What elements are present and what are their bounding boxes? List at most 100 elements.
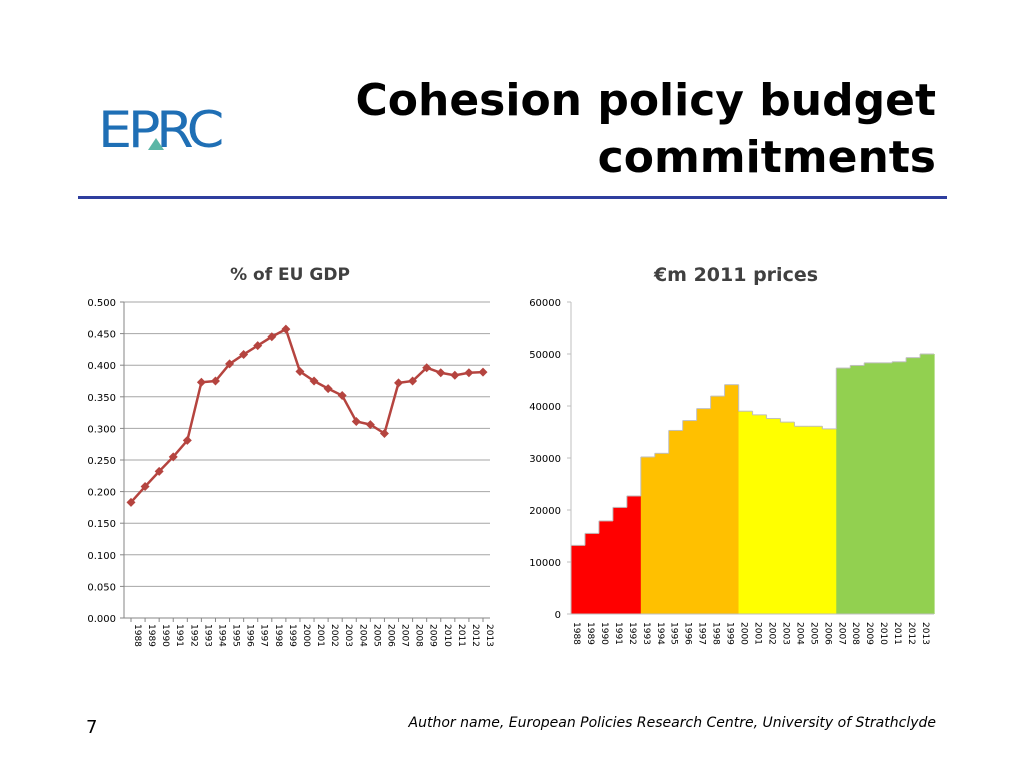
bar: [906, 357, 921, 614]
x-tick-label: 2004: [357, 624, 367, 647]
x-tick-label: 2009: [864, 622, 874, 645]
title-divider: [78, 196, 947, 199]
data-point: [379, 428, 389, 438]
data-point: [394, 378, 404, 388]
x-tick-label: 2000: [301, 624, 311, 647]
y-tick-label: 30000: [529, 454, 561, 465]
data-point: [267, 332, 277, 342]
chart-title: €m 2011 prices: [653, 264, 818, 286]
bar: [878, 362, 893, 614]
data-point: [295, 367, 305, 377]
y-tick-label: 0.500: [87, 298, 116, 309]
x-tick-label: 1991: [174, 624, 184, 647]
logo-text: EPRC: [98, 101, 222, 152]
bar: [612, 507, 628, 614]
data-point: [210, 376, 220, 386]
bar: [808, 426, 823, 614]
y-tick-label: 0.100: [87, 551, 116, 562]
bar: [640, 456, 656, 614]
x-tick-label: 1993: [202, 624, 212, 647]
bar: [654, 453, 670, 614]
x-tick-label: 1997: [259, 624, 269, 647]
data-point: [281, 324, 291, 334]
x-tick-label: 1999: [287, 624, 297, 647]
x-tick-label: 2010: [878, 622, 888, 645]
footer-credit: Author name, European Policies Research …: [408, 715, 936, 731]
bar: [822, 428, 837, 614]
data-point: [309, 376, 319, 386]
x-tick-label: 2011: [456, 624, 466, 647]
bar: [836, 368, 851, 614]
x-tick-label: 2008: [414, 624, 424, 647]
x-tick-label: 1988: [132, 624, 142, 647]
bar: [892, 361, 907, 614]
data-point: [422, 363, 432, 373]
data-point: [126, 497, 136, 507]
x-tick-label: 2013: [920, 622, 930, 645]
y-tick-label: 0.350: [87, 393, 116, 404]
x-tick-label: 2012: [470, 624, 480, 647]
data-point: [478, 367, 488, 377]
y-tick-label: 0.300: [87, 424, 116, 435]
data-point: [140, 482, 150, 492]
x-tick-label: 1996: [683, 622, 693, 645]
bar: [780, 422, 795, 614]
bar: [626, 495, 642, 614]
data-point: [450, 370, 460, 380]
y-tick-label: 20000: [529, 506, 561, 517]
slide-number: 7: [86, 717, 98, 738]
x-tick-label: 1994: [655, 622, 665, 645]
bar: [794, 426, 809, 614]
data-point: [154, 466, 164, 476]
data-point: [225, 359, 235, 369]
data-point: [351, 416, 361, 426]
x-tick-label: 1995: [231, 624, 241, 647]
x-tick-label: 2003: [780, 622, 790, 645]
slide-title: Cohesion policy budget commitments: [355, 75, 937, 183]
x-tick-label: 2007: [400, 624, 410, 647]
x-tick-label: 2008: [850, 622, 860, 645]
bar: [864, 362, 879, 614]
data-point: [239, 349, 249, 359]
bar: [766, 418, 782, 614]
x-tick-label: 1997: [697, 622, 707, 645]
x-tick-label: 1990: [160, 624, 170, 647]
data-point: [323, 384, 333, 394]
y-tick-label: 50000: [529, 350, 561, 361]
x-tick-label: 1988: [571, 622, 581, 645]
y-tick-label: 60000: [529, 298, 561, 309]
x-tick-label: 2005: [808, 622, 818, 645]
y-tick-label: 10000: [529, 558, 561, 569]
y-tick-label: 0.150: [87, 519, 116, 530]
data-point: [253, 341, 263, 351]
x-tick-label: 1989: [146, 624, 156, 647]
data-point: [337, 391, 347, 401]
bar: [724, 384, 740, 614]
x-tick-label: 1998: [273, 624, 283, 647]
x-tick-label: 1992: [627, 622, 637, 645]
y-tick-label: 0.000: [87, 614, 116, 625]
x-tick-label: 2010: [442, 624, 452, 647]
data-point: [182, 435, 192, 445]
x-tick-label: 2012: [906, 622, 916, 645]
data-point: [436, 368, 446, 378]
y-tick-label: 0.400: [87, 361, 116, 372]
eprc-logo: EPRC: [98, 101, 222, 152]
data-point: [196, 377, 206, 387]
x-tick-label: 1992: [188, 624, 198, 647]
bar: [850, 365, 865, 614]
data-point: [365, 420, 375, 430]
x-tick-label: 1998: [711, 622, 721, 645]
x-tick-label: 1996: [245, 624, 255, 647]
y-tick-label: 0: [555, 610, 561, 621]
bar: [682, 420, 698, 614]
logo-accent-icon: [148, 138, 164, 150]
bar: [710, 396, 726, 614]
data-point: [168, 452, 178, 462]
gdp-share-line-chart: % of EU GDP 0.000 0.050 0.100 0.150 0.200 0.25…: [87, 265, 494, 647]
x-tick-label: 2002: [766, 622, 776, 645]
chart-title: % of EU GDP: [230, 265, 350, 285]
bar: [584, 533, 600, 614]
y-tick-label: 0.450: [87, 330, 116, 341]
y-tick-label: 0.050: [87, 582, 116, 593]
